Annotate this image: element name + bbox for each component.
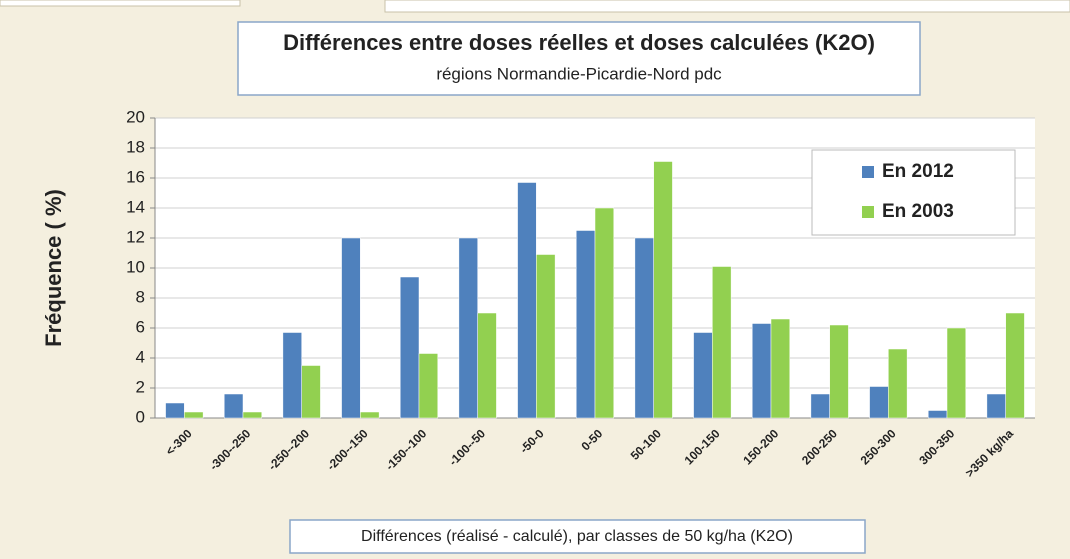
bar xyxy=(810,393,830,419)
bar xyxy=(927,410,948,419)
bar xyxy=(418,353,439,419)
bar xyxy=(341,237,361,419)
bar xyxy=(693,332,713,419)
y-tick-label: 0 xyxy=(136,407,145,426)
y-tick-label: 12 xyxy=(126,227,145,246)
bar xyxy=(1005,312,1025,419)
y-tick-label: 8 xyxy=(136,287,145,306)
bar xyxy=(301,365,321,419)
y-axis-label: Fréquence ( %) xyxy=(41,189,66,347)
x-axis-label: Différences (réalisé - calculé), par cla… xyxy=(361,528,793,545)
bar xyxy=(712,266,732,419)
bar xyxy=(282,332,302,419)
top-strip-left xyxy=(0,0,241,7)
legend-label: En 2003 xyxy=(882,201,954,222)
bar xyxy=(594,207,615,419)
bar xyxy=(223,393,244,419)
bar xyxy=(517,182,537,419)
bar xyxy=(399,276,420,419)
bar xyxy=(165,402,185,419)
y-tick-label: 4 xyxy=(136,347,145,366)
bar xyxy=(888,348,908,419)
bar xyxy=(869,386,889,419)
bar xyxy=(829,324,849,419)
chart-subtitle: régions Normandie-Picardie-Nord pdc xyxy=(436,64,722,83)
bar xyxy=(536,254,556,419)
bar xyxy=(477,312,497,419)
bar xyxy=(184,411,204,419)
bar xyxy=(653,161,673,419)
y-tick-label: 16 xyxy=(126,167,145,186)
legend-swatch xyxy=(862,166,874,178)
bar xyxy=(575,230,596,419)
bar xyxy=(360,411,380,419)
y-tick-label: 6 xyxy=(136,317,145,336)
y-tick-label: 20 xyxy=(126,107,145,126)
bar xyxy=(751,323,772,419)
y-tick-label: 18 xyxy=(126,137,145,156)
title-box xyxy=(237,21,921,96)
bar xyxy=(986,393,1006,419)
bar xyxy=(770,318,791,419)
bar xyxy=(458,237,478,419)
x-label-box xyxy=(289,519,866,554)
bar xyxy=(242,411,263,419)
chart-title: Différences entre doses réelles et doses… xyxy=(283,30,875,55)
y-tick-label: 10 xyxy=(126,257,145,276)
bar xyxy=(634,237,654,419)
top-strip xyxy=(384,0,1070,13)
y-tick-label: 2 xyxy=(136,377,145,396)
legend-box xyxy=(811,149,1016,236)
y-tick-label: 14 xyxy=(126,197,145,216)
bar xyxy=(946,327,967,419)
legend-label: En 2012 xyxy=(882,161,954,182)
legend-swatch xyxy=(862,206,874,218)
